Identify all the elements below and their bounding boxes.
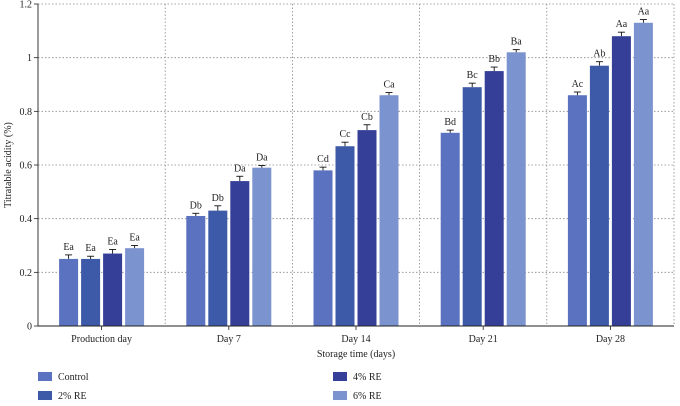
bar [462, 87, 482, 326]
bar [379, 95, 399, 326]
bar [589, 65, 609, 326]
x-axis-title: Storage time (days) [317, 349, 395, 360]
bar [567, 95, 587, 326]
bar-data-label: Db [212, 193, 224, 204]
bar-data-label: Cd [317, 154, 329, 165]
legend-label: 4% RE [353, 372, 382, 383]
x-tick-label: Day 28 [596, 334, 625, 345]
legend-label: 6% RE [353, 391, 382, 402]
bar-data-label: Cc [339, 129, 351, 140]
bar [230, 181, 250, 326]
y-tick-label: 1 [27, 53, 32, 64]
bar-data-label: Ab [593, 49, 605, 60]
y-tick-label: 0.2 [20, 268, 33, 279]
bar [252, 167, 272, 326]
bar-data-label: Aa [616, 19, 628, 30]
bars-group: Ea Ea Ea Ea Db Db Da Da Cd Cc Cb Ca Bd Bc Bb Ba Ac Ab Aa Aa [59, 7, 653, 327]
bar-data-label: Bb [488, 54, 500, 65]
bar [103, 253, 123, 326]
bar [81, 258, 101, 326]
x-tick-label: Day 7 [217, 334, 241, 345]
bar [59, 258, 79, 326]
y-tick-label: 1.2 [20, 0, 33, 11]
bar [484, 71, 504, 326]
legend-swatch [38, 372, 52, 381]
bar-data-label: Ba [511, 37, 523, 48]
bar-data-label: Db [190, 200, 202, 211]
bar-data-label: Da [256, 153, 268, 164]
bar-data-label: Ea [63, 242, 74, 253]
bar [440, 132, 460, 326]
bar-data-label: Ca [383, 80, 395, 91]
y-tick-label: 0 [27, 322, 32, 333]
bar-data-label: Bc [467, 70, 479, 81]
bar-data-label: Cb [361, 112, 373, 123]
bar [357, 130, 377, 326]
bar-data-label: Bd [444, 117, 456, 128]
legend: Control 2% RE 4% RE 6% RE [38, 372, 382, 402]
bar [208, 210, 228, 326]
bar-data-label: Ea [129, 233, 140, 244]
y-tick-label: 0.8 [20, 107, 33, 118]
bar-data-label: Ea [85, 243, 96, 254]
y-tick-label: 0.6 [20, 161, 33, 172]
y-axis-title: Titratable acidity (%) [3, 122, 14, 208]
bar [335, 146, 355, 326]
bar-data-label: Da [234, 163, 246, 174]
bar [125, 248, 145, 326]
bar [633, 22, 653, 327]
legend-label: Control [58, 372, 89, 383]
legend-swatch [333, 372, 347, 381]
legend-swatch [333, 391, 347, 400]
axes-group: 0 0.2 0.4 0.6 0.8 1 1.2 Production day Day 7 Day … [20, 0, 674, 345]
x-tick-label: Day 21 [469, 334, 498, 345]
x-tick-label: Production day [71, 334, 132, 345]
bar-data-label: Ac [572, 79, 584, 90]
legend-swatch [38, 391, 52, 400]
y-tick-label: 0.4 [20, 214, 33, 225]
bar [313, 170, 333, 326]
bar-data-label: Ea [107, 237, 118, 248]
legend-label: 2% RE [58, 391, 87, 402]
bar [186, 215, 206, 326]
bar [611, 36, 631, 326]
bar [506, 52, 526, 327]
x-tick-label: Day 14 [341, 334, 370, 345]
bar-data-label: Aa [638, 7, 650, 18]
